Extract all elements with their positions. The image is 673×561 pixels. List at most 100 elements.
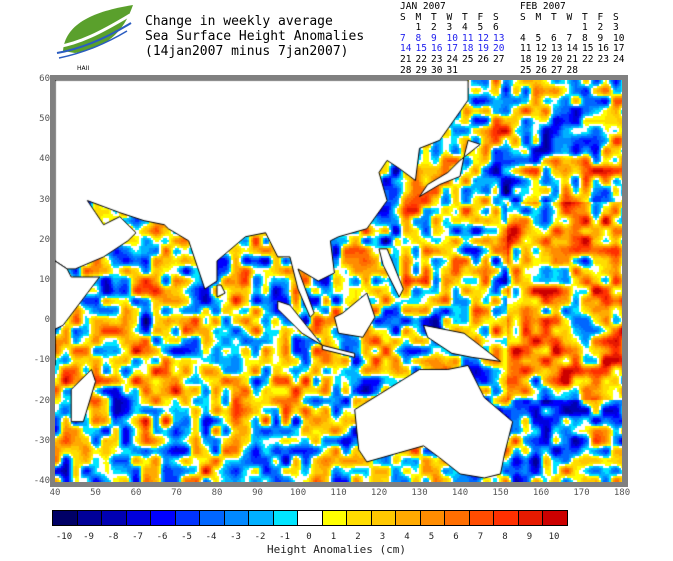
calendar-cell: 28 xyxy=(400,64,412,76)
calendar-cell: 3 xyxy=(613,22,619,34)
colorbar-swatch xyxy=(322,511,347,525)
calendar-cell: 24 xyxy=(446,53,458,65)
colorbar-label: -5 xyxy=(181,532,192,542)
calendar-cell: F xyxy=(597,11,604,23)
colorbar-label: -10 xyxy=(55,532,73,542)
lat-tick-label: 40 xyxy=(39,154,50,165)
colorbar-label: 3 xyxy=(379,532,386,542)
lat-tick-label: 30 xyxy=(39,194,50,205)
colorbar-swatch xyxy=(396,511,421,525)
calendar-cell: 12 xyxy=(477,32,489,44)
calendar-cell: 22 xyxy=(415,53,427,65)
calendar-cell: 10 xyxy=(446,32,458,44)
lon-tick-label: 160 xyxy=(532,488,550,498)
colorbar-swatch xyxy=(494,511,519,525)
colorbar-swatch xyxy=(200,511,225,525)
calendar-row: 21 22 23 24 25 26 27 xyxy=(400,53,509,66)
calendar-cell: S xyxy=(493,11,499,23)
lon-tick-label: 100 xyxy=(289,488,307,498)
lon-tick-label: 110 xyxy=(330,488,347,498)
colorbar-label: -2 xyxy=(254,532,266,542)
calendar-cell: 29 xyxy=(415,64,427,76)
calendar-cell: 20 xyxy=(551,53,563,65)
calendar-cell: 18 xyxy=(520,53,532,65)
calendar-row: 28 29 30 31 xyxy=(400,64,509,77)
calendar-row: 25 26 27 28 xyxy=(520,64,629,77)
calendar-cell: 9 xyxy=(431,32,437,44)
lon-tick-label: 60 xyxy=(130,488,142,498)
lon-tick-label: 90 xyxy=(252,488,263,498)
colorbar-swatch xyxy=(53,511,78,525)
title-line: Sea Surface Height Anomalies xyxy=(145,29,365,44)
colorbar-swatch xyxy=(273,511,298,525)
lat-tick-label: 10 xyxy=(39,275,50,285)
calendar-feb-2007: FEB 2007 S M T W T F S 1 2 3 4 5 6 7 8 9 10 11 12 13 14 15 16 17… xyxy=(520,1,629,77)
calendar-cell: 21 xyxy=(566,53,578,65)
calendar-cell: 2 xyxy=(431,22,437,34)
calendar-cell: 5 xyxy=(535,32,542,44)
calendar-cell: 22 xyxy=(582,53,594,65)
colorbar-label: -8 xyxy=(107,532,119,542)
title-date-range: (14jan2007 minus 7jan2007) xyxy=(145,44,349,59)
calendar-cell: 25 xyxy=(520,64,532,76)
lat-tick-label: 60 xyxy=(39,74,50,84)
calendar-cell: S xyxy=(400,11,406,23)
colorbar-swatch xyxy=(371,511,396,525)
calendar-cell: 8 xyxy=(582,32,588,44)
colorbar-swatch xyxy=(175,511,200,525)
calendar-cell: 5 xyxy=(477,22,484,34)
calendar-title: FEB 2007 xyxy=(520,1,566,12)
calendar-cell: 9 xyxy=(597,32,604,44)
calendar-cell: 7 xyxy=(566,32,573,44)
calendar-cell: 7 xyxy=(400,32,406,44)
colorbar-swatch xyxy=(151,511,176,525)
calendar-cell: 11 xyxy=(520,43,532,55)
colorbar-label: 8 xyxy=(502,532,508,542)
calendar-cell: 1 xyxy=(415,22,422,34)
calendar-cell: T xyxy=(551,11,557,23)
colorbar-swatch xyxy=(347,511,372,525)
colorbar-label: -3 xyxy=(230,532,241,542)
calendar-cell: S xyxy=(613,11,619,23)
calendar-cell: 14 xyxy=(400,43,412,55)
calendar-cell: M xyxy=(415,11,422,23)
colorbar-swatch xyxy=(249,511,274,525)
lat-tick-label: 20 xyxy=(39,234,50,245)
colorbar-label: 2 xyxy=(355,532,361,542)
colorbar-label: 7 xyxy=(477,532,484,542)
lon-tick-label: 120 xyxy=(370,488,388,498)
calendar-cell: 16 xyxy=(431,43,443,55)
sea-surface-height-map xyxy=(55,80,622,482)
lon-tick-label: 50 xyxy=(90,488,101,498)
colorbar-swatch xyxy=(518,511,543,525)
lon-tick-label: 140 xyxy=(451,488,469,498)
calendar-cell: 14 xyxy=(566,43,578,55)
calendar-cell: 6 xyxy=(551,32,557,44)
calendar-cell: 25 xyxy=(462,53,474,65)
calendar-cell: 11 xyxy=(462,32,474,44)
calendar-cell: W xyxy=(566,11,573,23)
calendar-cell: 18 xyxy=(462,43,474,55)
calendar-cell: T xyxy=(582,11,588,23)
colorbar-label: -1 xyxy=(279,532,290,542)
calendar-jan-2007: JAN 2007 S M T W T F S 1 2 3 4 5 6 7 8 9 10 11 12 13 14 15 16 17… xyxy=(400,1,509,77)
calendar-row: 11 12 13 14 15 16 17 xyxy=(520,44,629,55)
title-line: Change in weekly average xyxy=(145,14,333,29)
calendar-cell: 17 xyxy=(446,43,458,55)
colorbar-swatch xyxy=(126,511,151,525)
colorbar-label: 6 xyxy=(453,532,459,542)
calendar-cell: W xyxy=(446,11,453,23)
colorbar-swatch xyxy=(469,511,494,525)
calendar-cell: 16 xyxy=(597,43,609,55)
colorbar-swatch xyxy=(77,511,102,525)
colorbar-label: -6 xyxy=(156,532,168,542)
haii-logo: HAII xyxy=(56,5,133,72)
colorbar-swatch xyxy=(224,511,249,525)
svg-text:HAII: HAII xyxy=(77,65,89,72)
calendar-cell: 27 xyxy=(493,53,505,65)
calendar-cell: 13 xyxy=(551,43,563,55)
calendar-cell: 26 xyxy=(477,53,489,65)
